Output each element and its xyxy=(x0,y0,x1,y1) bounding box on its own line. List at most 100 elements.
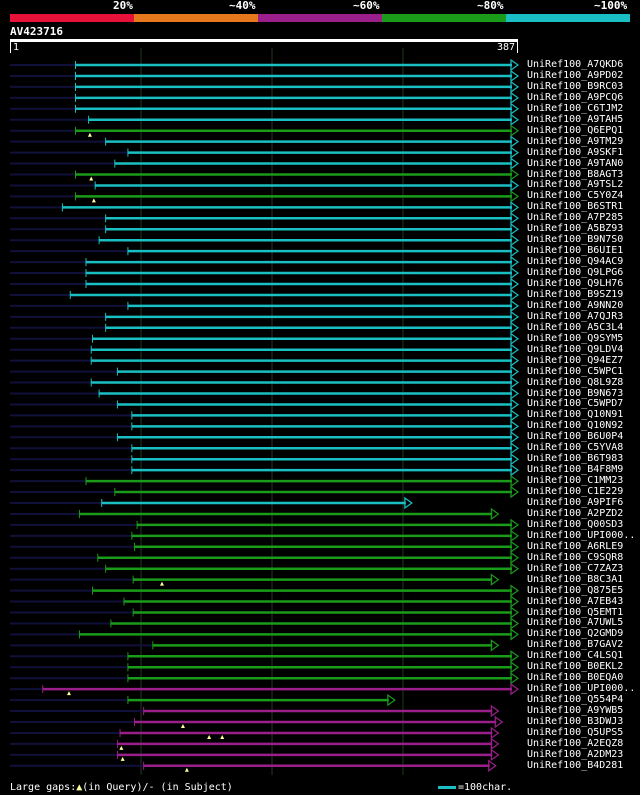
hit-label[interactable]: UniRef100_A2PZD2 xyxy=(527,507,624,519)
hit-label[interactable]: UniRef100_Q9LDV4 xyxy=(527,343,624,355)
hit-row[interactable] xyxy=(10,420,520,433)
hit-row[interactable] xyxy=(10,354,520,367)
hit-row[interactable] xyxy=(10,321,520,334)
hit-label[interactable]: UniRef100_B0EKL2 xyxy=(527,661,624,673)
hit-label[interactable]: UniRef100_B6T983 xyxy=(527,453,624,465)
hit-label[interactable]: UniRef100_A5BZ93 xyxy=(527,223,624,235)
hit-label[interactable]: UniRef100_Q9LH76 xyxy=(527,278,624,289)
hit-label[interactable]: UniRef100_A9TAH5 xyxy=(527,113,624,125)
hit-label[interactable]: UniRef100_UPI000.. xyxy=(527,529,636,541)
hit-label[interactable]: UniRef100_C1E229 xyxy=(527,486,624,498)
hit-row[interactable] xyxy=(10,496,413,510)
hit-row[interactable] xyxy=(10,102,520,115)
hit-label[interactable]: UniRef100_A7UWL5 xyxy=(527,617,624,629)
hit-row[interactable] xyxy=(10,113,520,126)
hit-row[interactable] xyxy=(10,442,520,455)
hit-row[interactable] xyxy=(10,343,520,356)
hit-row[interactable] xyxy=(10,693,396,707)
hit-label[interactable]: UniRef100_B6U0P4 xyxy=(527,431,624,443)
hit-row[interactable] xyxy=(10,737,500,751)
hit-row[interactable] xyxy=(10,507,500,521)
hit-label[interactable]: UniRef100_Q554P4 xyxy=(527,694,624,706)
hit-label[interactable]: UniRef100_B8C3A1 xyxy=(527,573,624,585)
hit-label[interactable]: UniRef100_A7QKD6 xyxy=(527,59,624,70)
hit-row[interactable] xyxy=(10,606,520,619)
hit-row[interactable] xyxy=(10,266,520,280)
hit-label[interactable]: UniRef100_Q10N91 xyxy=(527,409,624,421)
hit-row[interactable] xyxy=(10,562,520,575)
hit-label[interactable]: UniRef100_Q10N92 xyxy=(527,420,624,432)
hit-row[interactable] xyxy=(10,639,500,652)
hit-row[interactable] xyxy=(10,91,520,105)
hit-label[interactable]: UniRef100_A7QJR3 xyxy=(527,310,624,322)
hit-label[interactable]: UniRef100_B9N673 xyxy=(527,387,624,399)
hit-label[interactable]: UniRef100_C1MM23 xyxy=(527,475,624,487)
hit-row[interactable] xyxy=(10,201,520,214)
hit-row[interactable] xyxy=(10,540,520,553)
hit-row[interactable] xyxy=(10,179,520,192)
hit-label[interactable]: UniRef100_Q94AC9 xyxy=(527,256,624,268)
hit-label[interactable]: UniRef100_A9NN20 xyxy=(527,299,624,311)
hit-row[interactable] xyxy=(10,277,520,291)
hit-row[interactable] xyxy=(10,157,520,170)
hit-label[interactable]: UniRef100_A6RLE9 xyxy=(527,540,624,552)
hit-row[interactable] xyxy=(10,376,520,389)
hit-row[interactable] xyxy=(10,124,520,137)
hit-row[interactable] xyxy=(10,551,520,564)
hit-row[interactable] xyxy=(10,463,520,477)
hit-row[interactable] xyxy=(10,431,520,444)
hit-row[interactable] xyxy=(10,332,520,345)
hit-label[interactable]: UniRef100_C7ZAZ3 xyxy=(527,562,624,574)
hit-label[interactable]: UniRef100_A9SKF1 xyxy=(527,146,624,158)
hit-label[interactable]: UniRef100_Q8L9Z8 xyxy=(527,376,624,388)
hit-row[interactable] xyxy=(10,748,500,762)
hit-row[interactable] xyxy=(10,387,520,400)
hit-row[interactable] xyxy=(10,58,520,72)
hit-row[interactable] xyxy=(10,255,520,269)
hit-row[interactable] xyxy=(10,595,520,608)
hit-row[interactable] xyxy=(10,726,500,740)
hit-row[interactable] xyxy=(10,244,520,258)
hit-row[interactable] xyxy=(10,617,520,630)
hit-label[interactable]: UniRef100_C5WPC1 xyxy=(527,365,624,377)
hit-label[interactable]: UniRef100_C6TJM2 xyxy=(527,102,624,114)
hit-label[interactable]: UniRef100_B4F8M9 xyxy=(527,464,624,476)
hit-label[interactable]: UniRef100_B0EQA0 xyxy=(527,672,624,684)
hit-row[interactable] xyxy=(10,135,520,148)
hit-label[interactable]: UniRef100_A9PCQ6 xyxy=(527,91,624,103)
hit-label[interactable]: UniRef100_B9N7S0 xyxy=(527,234,624,246)
hit-label[interactable]: UniRef100_Q5UPS5 xyxy=(527,726,624,738)
hit-row[interactable] xyxy=(10,661,520,674)
hit-label[interactable]: UniRef100_B3DWJ3 xyxy=(527,716,624,727)
hit-row[interactable] xyxy=(10,168,520,181)
hit-label[interactable]: UniRef100_Q5EMT1 xyxy=(527,606,624,618)
hit-label[interactable]: UniRef100_B6STR1 xyxy=(527,201,624,213)
hit-row[interactable] xyxy=(10,409,520,422)
hit-label[interactable]: UniRef100_B8AGT3 xyxy=(527,168,624,180)
hit-label[interactable]: UniRef100_Q9SYM5 xyxy=(527,332,624,344)
hit-row[interactable] xyxy=(10,715,504,729)
hit-label[interactable]: UniRef100_B9RC03 xyxy=(527,80,624,92)
hit-row[interactable] xyxy=(10,212,520,225)
hit-row[interactable] xyxy=(10,529,520,543)
hit-label[interactable]: UniRef100_A9TSL2 xyxy=(527,179,624,191)
hit-row[interactable] xyxy=(10,69,520,83)
hit-label[interactable]: UniRef100_B9SZ19 xyxy=(527,288,624,300)
hit-row[interactable] xyxy=(10,518,520,532)
hit-row[interactable] xyxy=(10,223,520,236)
hit-row[interactable] xyxy=(10,682,520,696)
hit-label[interactable]: UniRef100_A7EB43 xyxy=(527,595,624,607)
hit-label[interactable]: UniRef100_B7GAV2 xyxy=(527,639,624,651)
hit-row[interactable] xyxy=(10,80,520,94)
hit-label[interactable]: UniRef100_A9TAN0 xyxy=(527,157,624,169)
hit-row[interactable] xyxy=(10,365,520,378)
hit-label[interactable]: UniRef100_C4LSQ1 xyxy=(527,650,624,662)
hit-label[interactable]: UniRef100_A9YWB5 xyxy=(527,705,624,717)
hit-row[interactable] xyxy=(10,234,520,247)
hit-label[interactable]: UniRef100_C5WPD7 xyxy=(527,398,624,410)
hit-label[interactable]: UniRef100_Q6EPQ1 xyxy=(527,124,624,136)
hit-label[interactable]: UniRef100_A9TM29 xyxy=(527,135,624,147)
hit-label[interactable]: UniRef100_B6UIE1 xyxy=(527,245,624,257)
hit-row[interactable] xyxy=(10,584,520,597)
hit-label[interactable]: UniRef100_A9PD02 xyxy=(527,69,624,81)
